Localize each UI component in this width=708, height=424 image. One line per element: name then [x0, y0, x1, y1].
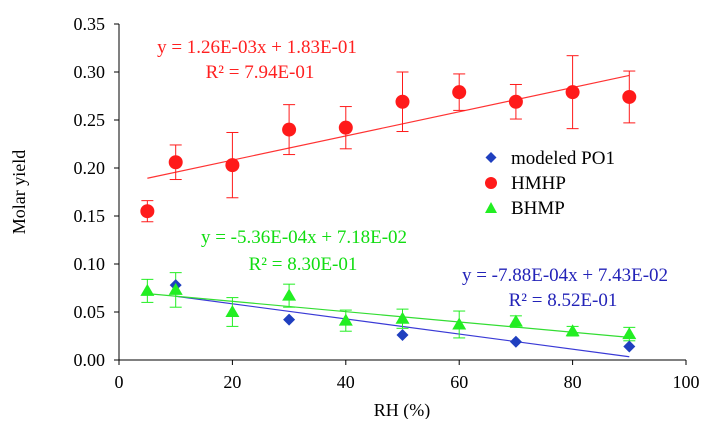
ticks: 0 20 40 60 80 100 0.00 0.05 0.10 0.15 0.20 0.25 0.30…	[74, 14, 700, 392]
bhmp-fit-r2: R² = 8.30E-01	[249, 254, 358, 275]
legend-item-modeled-po1: modeled PO1	[485, 148, 615, 169]
data-point	[508, 94, 523, 109]
data-point	[140, 283, 155, 296]
x-tick-label: 40	[337, 372, 355, 392]
legend-label-modeled-po1: modeled PO1	[511, 148, 615, 169]
data-point	[622, 89, 637, 104]
po1-fit-r2: R² = 8.52E-01	[509, 290, 618, 311]
legend-marker-triangle	[485, 202, 497, 213]
data-point	[565, 85, 580, 100]
data-point	[282, 122, 297, 137]
x-axis-label: RH (%)	[374, 400, 431, 419]
data-point	[168, 155, 183, 170]
x-tick-label: 100	[673, 372, 700, 392]
data-point	[622, 327, 637, 340]
legend-marker-circle	[485, 177, 497, 189]
y-tick-label: 0.15	[74, 206, 106, 226]
data-point	[338, 120, 353, 135]
data-point	[225, 305, 240, 317]
axes	[118, 24, 686, 361]
legend-item-bhmp: BHMP	[485, 198, 565, 219]
x-tick-label: 80	[564, 372, 582, 392]
y-tick-label: 0.35	[74, 14, 106, 34]
data-point	[338, 313, 353, 326]
x-tick-label: 60	[450, 372, 468, 392]
y-tick-label: 0.20	[74, 158, 106, 178]
y-tick-label: 0.10	[74, 254, 106, 274]
y-tick-label: 0.30	[74, 62, 106, 82]
legend-item-hmhp: HMHP	[485, 173, 566, 194]
data-point	[395, 311, 410, 324]
hmhp-fit-r2: R² = 7.94E-01	[206, 62, 315, 83]
y-tick-label: 0.00	[74, 350, 106, 370]
data-points	[140, 85, 637, 353]
y-axis-label: Molar yield	[9, 150, 29, 234]
legend-marker-diamond	[485, 152, 497, 163]
data-point	[452, 85, 467, 100]
y-tick-label: 0.25	[74, 110, 106, 130]
data-point	[508, 314, 523, 327]
legend-label-bhmp: BHMP	[511, 198, 565, 219]
po1-fit-equation: y = -7.88E-04x + 7.43E-02	[462, 265, 668, 286]
data-point	[395, 94, 410, 109]
y-tick-label: 0.05	[74, 302, 106, 322]
data-point	[509, 335, 522, 348]
data-point	[565, 324, 580, 337]
data-point	[168, 282, 183, 295]
fit-line	[147, 293, 630, 338]
legend-label-hmhp: HMHP	[511, 173, 566, 194]
x-tick-label: 0	[115, 372, 124, 392]
data-point	[452, 317, 467, 330]
legend: modeled PO1 HMHP BHMP	[485, 148, 615, 219]
data-point	[225, 158, 240, 173]
data-point	[623, 340, 636, 353]
data-point	[140, 204, 155, 219]
hmhp-fit-equation: y = 1.26E-03x + 1.83E-01	[157, 37, 357, 58]
data-point	[396, 329, 409, 342]
bhmp-fit-equation: y = -5.36E-04x + 7.18E-02	[201, 227, 407, 248]
data-point	[283, 313, 296, 326]
data-point	[282, 288, 297, 301]
x-tick-label: 20	[223, 372, 241, 392]
